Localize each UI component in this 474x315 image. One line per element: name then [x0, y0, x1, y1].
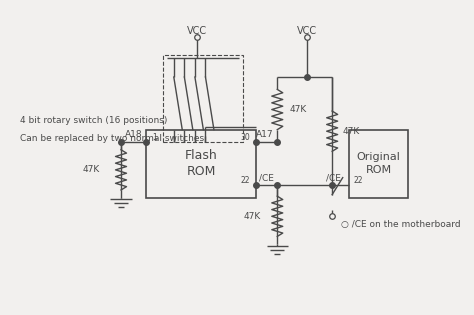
Text: Can be replaced by two normal switches: Can be replaced by two normal switches	[19, 135, 204, 143]
Text: VCC: VCC	[297, 26, 317, 36]
Text: 47K: 47K	[290, 105, 307, 114]
Text: ROM: ROM	[187, 165, 216, 178]
Text: 1: 1	[153, 133, 157, 142]
Text: Original: Original	[356, 152, 401, 163]
Text: /CE: /CE	[259, 173, 274, 182]
Text: 22: 22	[353, 176, 363, 185]
Text: 22: 22	[240, 176, 250, 185]
Text: 47K: 47K	[243, 212, 260, 221]
Text: 47K: 47K	[82, 165, 100, 175]
Text: ○ /CE on the motherboard: ○ /CE on the motherboard	[341, 220, 460, 228]
Text: 30: 30	[240, 133, 250, 142]
Text: /CE: /CE	[326, 173, 341, 182]
Text: Flash: Flash	[185, 149, 218, 163]
Text: VCC: VCC	[187, 26, 207, 36]
Text: A17: A17	[256, 130, 273, 139]
Text: A18: A18	[125, 130, 143, 139]
Text: 47K: 47K	[343, 127, 360, 136]
Bar	[349, 130, 408, 198]
Bar	[146, 130, 256, 198]
Bar	[163, 55, 244, 142]
Text: ROM: ROM	[365, 165, 392, 175]
Text: 4 bit rotary switch (16 positions): 4 bit rotary switch (16 positions)	[19, 116, 167, 125]
